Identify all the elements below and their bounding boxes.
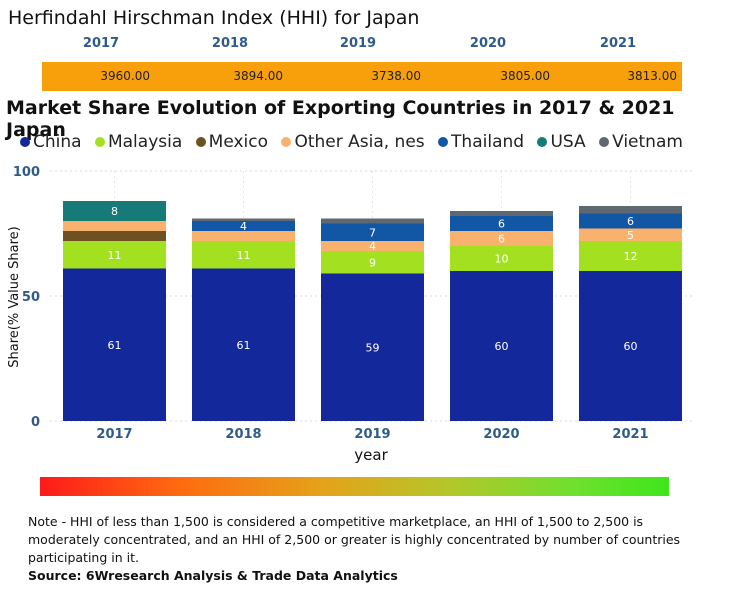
chart-title: Market Share Evolution of Exporting Coun…: [6, 97, 675, 141]
hhi-value-bar: 3960.00 3894.00 3738.00 3805.00 3813.00: [42, 62, 682, 91]
axes: 0 50 100 2017 2018 2019 2020 2021: [13, 165, 649, 442]
y-tick-label: 100: [13, 165, 40, 180]
x-tick-label: 2021: [612, 427, 648, 442]
legend-label: Other Asia, nes: [294, 132, 425, 152]
x-tick-label: 2019: [354, 427, 390, 442]
bar-segment-malaysia[interactable]: [192, 241, 295, 269]
y-tick-label: 0: [31, 415, 40, 430]
x-axis-title: year: [354, 446, 388, 464]
bar-segment-malaysia[interactable]: [450, 246, 553, 271]
bar-data-label: 4: [369, 240, 376, 253]
bar-segment-vietnam[interactable]: [321, 218, 424, 224]
bar-segment-china[interactable]: [63, 268, 166, 422]
bar-data-label: 6: [498, 218, 505, 231]
x-tick-label: 2020: [483, 427, 519, 442]
bar-segment-china[interactable]: [321, 273, 424, 422]
legend-item-vietnam[interactable]: Vietnam: [599, 132, 683, 152]
legend-marker-icon: [94, 137, 105, 147]
bar-segment-thailand[interactable]: [579, 213, 682, 229]
chart-legend: China Malaysia Mexico Other Asia, nes Th…: [20, 132, 691, 154]
bar-data-label: 12: [624, 250, 638, 263]
source-credit: Source: 6Wresearch Analysis & Trade Data…: [28, 568, 398, 583]
hhi-year-label: 2017: [82, 36, 120, 51]
bar-data-label: 6: [627, 215, 634, 228]
legend-marker-icon: [20, 137, 30, 147]
legend-marker-icon: [537, 137, 548, 147]
hhi-year-label: 2019: [339, 36, 377, 51]
bar-data-label: 11: [237, 249, 251, 262]
bar-data-label: 61: [237, 339, 251, 352]
bar-data-label: 5: [627, 229, 634, 242]
y-tick-label: 50: [22, 290, 40, 305]
bar-segment-china[interactable]: [450, 271, 553, 421]
legend-item-china[interactable]: China: [20, 132, 82, 152]
legend-label: Thailand: [451, 132, 525, 152]
concentration-gradient-scale: [40, 477, 669, 496]
legend-marker-icon: [195, 137, 206, 147]
legend-marker-icon: [281, 137, 292, 147]
y-axis-title: Share(% Value Share): [7, 226, 22, 368]
bar-data-label: 4: [240, 220, 247, 233]
bar-data-label: 59: [366, 341, 380, 354]
bar-data-label: 9: [369, 256, 376, 269]
legend-marker-icon: [599, 137, 610, 147]
bar-data-label: 6: [498, 233, 505, 246]
hhi-year-label: 2020: [469, 36, 507, 51]
bar-segment-vietnam[interactable]: [192, 218, 295, 222]
legend-label: Vietnam: [612, 132, 683, 152]
hhi-value: 3805.00: [500, 69, 550, 83]
hhi-value: 3960.00: [100, 69, 150, 83]
bar-segment-other-asia-nes[interactable]: [450, 231, 553, 246]
legend-label: Malaysia: [107, 132, 183, 152]
legend-item-thailand[interactable]: Thailand: [438, 132, 524, 152]
bar-data-label: 10: [495, 253, 509, 266]
legend-label: China: [33, 132, 82, 152]
hhi-value: 3738.00: [371, 69, 421, 83]
bar-data-label: 60: [495, 340, 509, 353]
legend-item-other-asia[interactable]: Other Asia, nes: [281, 132, 425, 152]
bar-segment-usa[interactable]: [63, 201, 166, 221]
bar-data-label: 60: [624, 340, 638, 353]
bar-segment-other-asia-nes[interactable]: [63, 221, 166, 231]
legend-item-mexico[interactable]: Mexico: [195, 132, 269, 152]
bar-data-label: 11: [108, 249, 122, 262]
bar-segment-other-asia-nes[interactable]: [192, 231, 295, 241]
legend-marker-icon: [438, 137, 449, 147]
legend-label: USA: [550, 132, 586, 152]
bar-segment-thailand[interactable]: [321, 223, 424, 242]
bar-segment-other-asia-nes[interactable]: [321, 241, 424, 251]
bar-data-label: 7: [369, 226, 376, 239]
bar-segment-malaysia[interactable]: [321, 251, 424, 274]
hhi-note: Note - HHI of less than 1,500 is conside…: [28, 514, 681, 565]
hhi-year-row: 2017 2018 2019 2020 2021: [42, 36, 682, 56]
bar-segment-other-asia-nes[interactable]: [579, 228, 682, 242]
bar-segment-thailand[interactable]: [192, 221, 295, 231]
bar-data-label: 8: [111, 205, 118, 218]
bar-stacks: [63, 201, 682, 421]
x-tick-label: 2018: [225, 427, 261, 442]
x-tick-label: 2017: [96, 427, 132, 442]
hhi-year-label: 2018: [211, 36, 249, 51]
legend-item-malaysia[interactable]: Malaysia: [94, 132, 183, 152]
bar-data-label: 61: [108, 339, 122, 352]
bar-segment-mexico[interactable]: [63, 231, 166, 241]
hhi-value: 3894.00: [233, 69, 283, 83]
bar-segment-vietnam[interactable]: [579, 206, 682, 214]
hhi-title: Herfindahl Hirschman Index (HHI) for Jap…: [8, 7, 420, 29]
bar-segment-thailand[interactable]: [450, 216, 553, 231]
bar-segment-malaysia[interactable]: [579, 241, 682, 271]
hhi-value: 3813.00: [627, 69, 677, 83]
bar-segment-china[interactable]: [579, 271, 682, 421]
bar-segment-vietnam[interactable]: [450, 211, 553, 216]
bar-segment-malaysia[interactable]: [63, 241, 166, 269]
legend-label: Mexico: [208, 132, 269, 152]
legend-item-usa[interactable]: USA: [537, 132, 586, 152]
hhi-year-label: 2021: [599, 36, 637, 51]
bar-segment-china[interactable]: [192, 268, 295, 422]
